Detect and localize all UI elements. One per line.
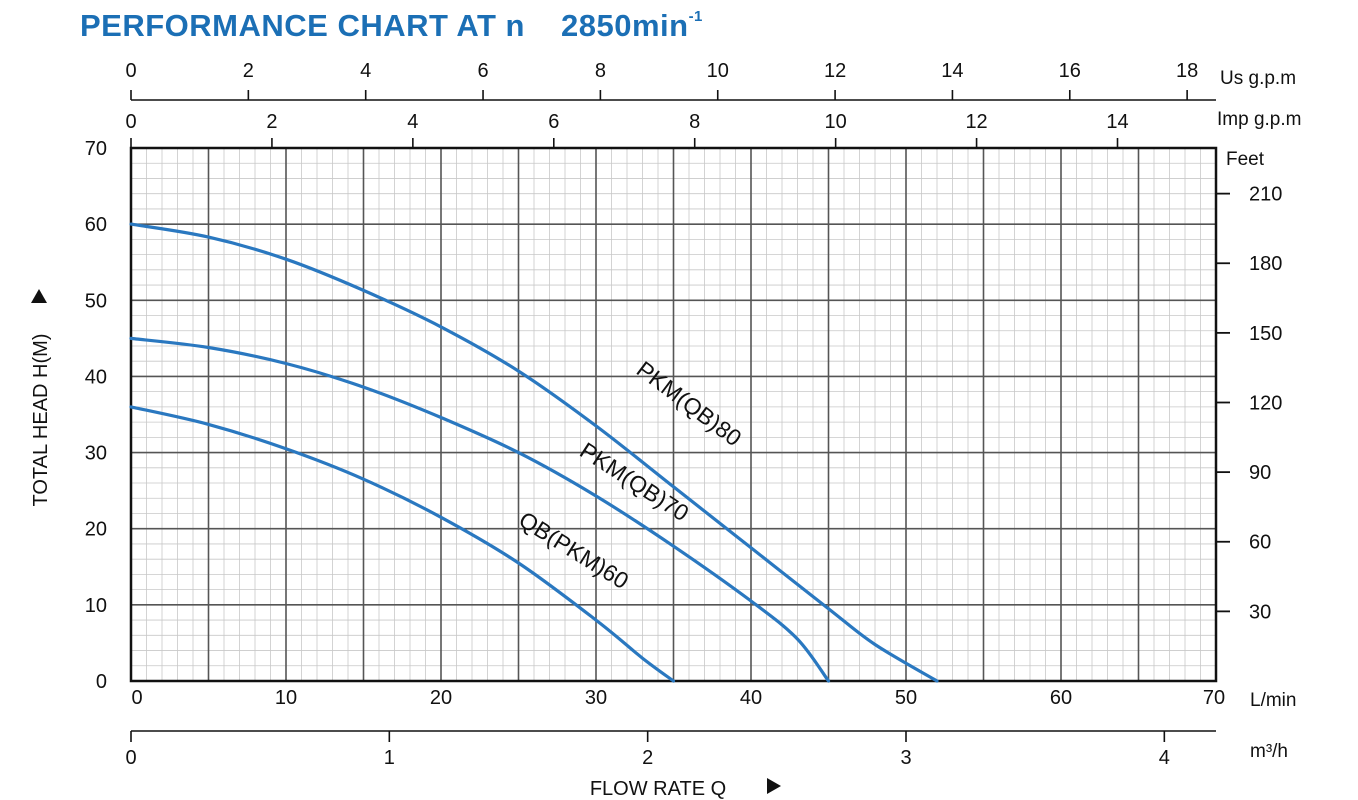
us-gpm-tick-label: 10 xyxy=(707,60,729,82)
m3h-tick-label: 0 xyxy=(125,747,136,769)
y-tick-label: 60 xyxy=(85,214,107,236)
y-tick-label: 10 xyxy=(85,595,107,617)
x-tick-label-lmin: 30 xyxy=(585,687,607,709)
feet-tick-label: 120 xyxy=(1249,392,1282,414)
curve-pkm-qb-70 xyxy=(129,336,831,683)
pump-curves xyxy=(129,222,939,683)
us-gpm-tick-label: 8 xyxy=(595,60,606,82)
feet-tick-label: 210 xyxy=(1249,184,1282,206)
imp-gpm-tick-label: 14 xyxy=(1106,111,1128,133)
us-gpm-tick-label: 14 xyxy=(941,60,963,82)
x-tick-label-lmin: 60 xyxy=(1050,687,1072,709)
imp-gpm-tick-label: 6 xyxy=(548,111,559,133)
m3h-tick-label: 2 xyxy=(642,747,653,769)
imp-gpm-tick-label: 12 xyxy=(965,111,987,133)
y-axis-arrow-icon xyxy=(31,289,47,303)
x-tick-label-lmin: 0 xyxy=(131,687,142,709)
chart-title-speed-exponent: -1 xyxy=(688,7,703,25)
y-tick-label: 0 xyxy=(96,671,107,693)
imp-gpm-tick-label: 8 xyxy=(689,111,700,133)
x-tick-label-lmin: 50 xyxy=(895,687,917,709)
feet-tick-label: 60 xyxy=(1249,532,1271,554)
x-tick-label-lmin: 10 xyxy=(275,687,297,709)
x-unit-lmin: L/min xyxy=(1250,690,1296,711)
y-tick-label: 40 xyxy=(85,366,107,388)
us-gpm-tick-label: 6 xyxy=(477,60,488,82)
imp-gpm-tick-label: 4 xyxy=(407,111,418,133)
m3h-tick-label: 3 xyxy=(900,747,911,769)
y-axis-title: TOTAL HEAD H(M) xyxy=(30,334,52,507)
feet-tick-label: 180 xyxy=(1249,253,1282,275)
feet-axis-label: Feet xyxy=(1226,149,1265,170)
us-gpm-tick-label: 2 xyxy=(243,60,254,82)
m3h-tick-label: 1 xyxy=(384,747,395,769)
us-gpm-tick-label: 16 xyxy=(1059,60,1081,82)
us-gpm-tick-label: 12 xyxy=(824,60,846,82)
feet-tick-label: 30 xyxy=(1249,601,1271,623)
imp-gpm-tick-label: 2 xyxy=(266,111,277,133)
x-axis-title: FLOW RATE Q xyxy=(590,778,726,800)
chart-title: PERFORMANCE CHART AT n 2850min-1 xyxy=(80,8,703,44)
x-tick-label-lmin: 70 xyxy=(1203,687,1225,709)
curve-label-qb-pkm-60: QB(PKM)60 xyxy=(514,506,633,594)
us-gpm-tick-label: 18 xyxy=(1176,60,1198,82)
major-grid xyxy=(131,148,1216,681)
curve-label-pkm-qb-70: PKM(QB)70 xyxy=(575,437,693,526)
curve-pkm-qb-80 xyxy=(129,222,939,683)
x-axis-arrow-icon xyxy=(767,778,781,794)
feet-tick-label: 150 xyxy=(1249,323,1282,345)
chart-title-main: PERFORMANCE CHART AT n xyxy=(80,8,525,43)
m3h-unit-label: m³/h xyxy=(1250,741,1288,762)
imp-gpm-tick-label: 10 xyxy=(825,111,847,133)
imp-gpm-tick-label: 0 xyxy=(125,111,136,133)
y-tick-label: 70 xyxy=(85,138,107,160)
chart-title-speed: 2850min xyxy=(560,8,689,43)
x-tick-label-lmin: 20 xyxy=(430,687,452,709)
us-gpm-tick-label: 0 xyxy=(125,60,136,82)
imp-gpm-axis-label: Imp g.p.m xyxy=(1217,109,1301,130)
us-gpm-axis-label: Us g.p.m xyxy=(1220,68,1296,89)
y-tick-label: 20 xyxy=(85,519,107,541)
feet-tick-label: 90 xyxy=(1249,462,1271,484)
x-tick-label-lmin: 40 xyxy=(740,687,762,709)
m3h-tick-label: 4 xyxy=(1159,747,1170,769)
us-gpm-tick-label: 4 xyxy=(360,60,371,82)
curve-qb-pkm-60 xyxy=(129,405,676,683)
y-tick-label: 50 xyxy=(85,290,107,312)
y-tick-label: 30 xyxy=(85,443,107,465)
